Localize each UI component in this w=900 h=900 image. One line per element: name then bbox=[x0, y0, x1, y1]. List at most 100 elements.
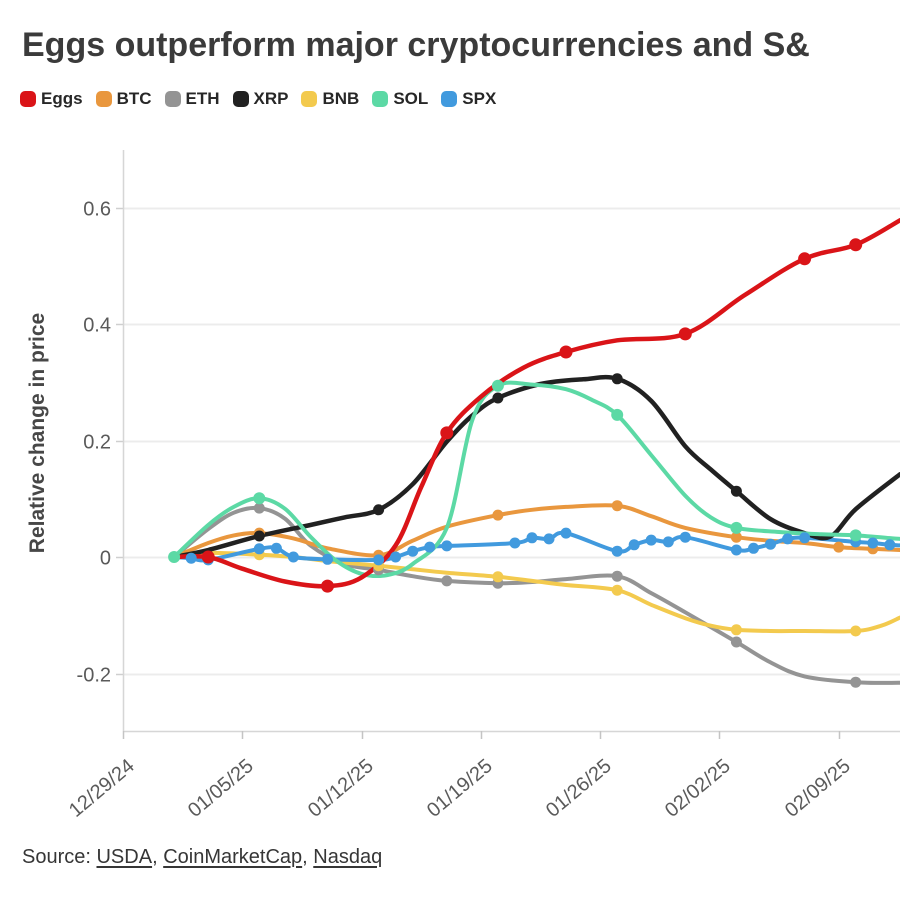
legend-item-spx: SPX bbox=[441, 89, 496, 109]
x-tick-label: 01/05/25 bbox=[184, 755, 258, 822]
data-point-sol bbox=[611, 408, 624, 421]
data-point-btc bbox=[833, 541, 845, 553]
series-markers-eggs bbox=[201, 238, 863, 593]
legend-item-xrp: XRP bbox=[232, 89, 289, 109]
data-point-eggs bbox=[201, 550, 215, 564]
legend-swatch-bnb bbox=[301, 91, 318, 107]
data-point-spx bbox=[799, 532, 811, 544]
data-point-spx bbox=[390, 551, 402, 563]
data-point-xrp bbox=[373, 504, 385, 516]
y-tick-label: 0.4 bbox=[83, 315, 111, 337]
legend-label-xrp: XRP bbox=[253, 89, 289, 108]
data-point-spx bbox=[287, 551, 299, 563]
source-line: Source: USDA, CoinMarketCap, Nasdaq bbox=[22, 846, 383, 868]
data-point-eth bbox=[441, 575, 453, 587]
data-point-spx bbox=[373, 554, 385, 566]
y-axis-title: Relative change in price bbox=[26, 313, 49, 553]
data-point-eggs bbox=[678, 327, 692, 341]
data-point-spx bbox=[526, 532, 538, 544]
source-link-coinmarketcap[interactable]: CoinMarketCap bbox=[163, 846, 303, 868]
legend: Eggs BTC ETH XRP BNB SOL SPX bbox=[20, 89, 496, 109]
x-tick-label: 02/02/25 bbox=[661, 755, 735, 822]
series-line-eggs bbox=[171, 218, 900, 589]
legend-swatch-eggs bbox=[20, 91, 36, 107]
data-point-spx bbox=[407, 545, 419, 557]
y-tick-label: -0.2 bbox=[77, 665, 111, 687]
data-point-sol bbox=[491, 379, 504, 392]
data-point-sol bbox=[730, 521, 743, 534]
data-point-spx bbox=[782, 533, 794, 545]
data-point-eggs bbox=[321, 579, 334, 593]
data-point-spx bbox=[560, 527, 572, 539]
data-point-spx bbox=[270, 542, 282, 554]
legend-swatch-spx bbox=[441, 91, 458, 107]
data-point-bnb bbox=[492, 571, 504, 583]
data-point-bnb bbox=[611, 584, 623, 596]
legend-swatch-xrp bbox=[232, 91, 249, 107]
legend-label-bnb: BNB bbox=[322, 89, 360, 108]
series-markers-spx bbox=[185, 527, 896, 566]
legend-swatch-btc bbox=[95, 91, 112, 107]
data-point-sol bbox=[849, 529, 862, 542]
data-point-xrp bbox=[611, 373, 623, 385]
data-point-bnb bbox=[730, 624, 742, 636]
data-point-spx bbox=[322, 553, 333, 565]
legend-item-sol: SOL bbox=[372, 89, 428, 109]
data-point-sol bbox=[168, 551, 181, 563]
legend-item-eth: ETH bbox=[164, 89, 220, 109]
legend-label-spx: SPX bbox=[462, 89, 497, 108]
data-point-spx bbox=[441, 540, 453, 552]
y-tick-label: 0 bbox=[100, 548, 111, 570]
data-point-xrp bbox=[730, 485, 742, 497]
source-link-nasdaq[interactable]: Nasdaq bbox=[313, 846, 383, 868]
data-point-spx bbox=[867, 537, 879, 549]
data-point-spx bbox=[424, 541, 436, 553]
source-prefix: Source: bbox=[22, 846, 97, 868]
data-point-eggs bbox=[849, 238, 863, 252]
legend-item-bnb: BNB bbox=[301, 89, 359, 109]
data-point-spx bbox=[611, 545, 623, 557]
x-tick-label: 12/29/24 bbox=[65, 755, 139, 822]
data-point-btc bbox=[611, 500, 623, 512]
series-line-bnb bbox=[172, 550, 900, 634]
data-point-spx bbox=[765, 538, 776, 550]
legend-label-btc: BTC bbox=[116, 89, 152, 108]
chart-title: Eggs outperform major cryptocurrencies a… bbox=[22, 26, 810, 64]
data-point-spx bbox=[185, 552, 197, 564]
data-point-spx bbox=[748, 542, 759, 554]
series-markers-eth bbox=[253, 502, 862, 688]
x-tick-label: 02/09/25 bbox=[781, 755, 855, 822]
data-point-spx bbox=[884, 539, 896, 551]
legend-label-eggs: Eggs bbox=[41, 89, 83, 108]
data-point-spx bbox=[253, 543, 265, 555]
source-link-usda[interactable]: USDA bbox=[96, 846, 153, 868]
line-chart: 0.6 0.4 0.2 0 -0.2 12/29/24 01/05/25 01/12/25 01… bbox=[26, 150, 900, 822]
data-point-spx bbox=[543, 533, 555, 545]
y-tick-label: 0.6 bbox=[83, 199, 111, 221]
data-point-xrp bbox=[253, 530, 265, 542]
data-point-eth bbox=[850, 676, 862, 688]
legend-label-sol: SOL bbox=[393, 89, 429, 108]
x-tick-label: 01/26/25 bbox=[542, 755, 616, 822]
data-point-btc bbox=[730, 531, 742, 543]
series-line-sol bbox=[172, 380, 900, 579]
data-point-eggs bbox=[440, 426, 454, 440]
data-point-sol bbox=[253, 492, 266, 505]
legend-item-eggs: Eggs bbox=[20, 89, 83, 109]
data-point-eggs bbox=[798, 252, 812, 266]
data-point-spx bbox=[645, 534, 657, 546]
series-markers-sol bbox=[168, 379, 862, 563]
x-tick-label: 01/19/25 bbox=[423, 755, 497, 822]
data-point-xrp bbox=[492, 392, 504, 404]
series-markers-xrp bbox=[253, 373, 742, 542]
data-point-spx bbox=[730, 544, 742, 556]
data-point-spx bbox=[628, 539, 640, 551]
data-point-spx bbox=[509, 537, 521, 549]
data-point-eth bbox=[253, 502, 265, 514]
data-point-spx bbox=[679, 531, 691, 543]
data-point-eggs bbox=[559, 345, 573, 359]
legend-item-btc: BTC bbox=[95, 89, 152, 109]
y-tick-label: 0.2 bbox=[83, 432, 111, 454]
legend-swatch-sol bbox=[372, 91, 389, 107]
data-point-btc bbox=[492, 509, 504, 521]
